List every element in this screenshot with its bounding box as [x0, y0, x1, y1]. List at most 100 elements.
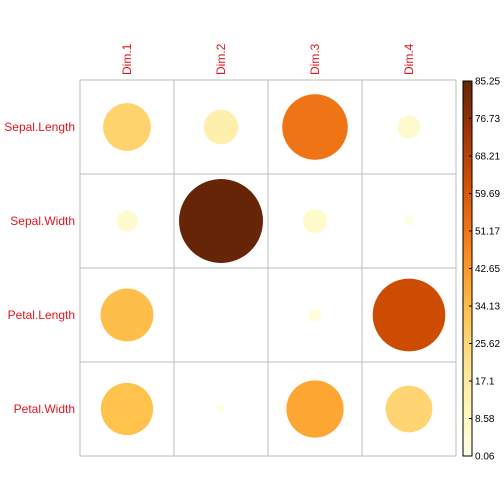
legend-tick-label: 51.17: [475, 227, 500, 238]
legend-color-segment: [463, 332, 472, 337]
cell-circle: [216, 404, 226, 414]
cell-circle: [286, 380, 344, 438]
cell-circle: [219, 313, 223, 317]
legend-color-segment: [463, 189, 472, 195]
cell-circle: [372, 278, 446, 352]
legend-color-segment: [463, 88, 472, 93]
legend-color-segment: [463, 403, 472, 408]
column-label: Dim.3: [308, 43, 322, 75]
legend-color-segment: [463, 257, 472, 262]
legend-color-segment: [463, 182, 472, 187]
legend-color-segment: [463, 163, 472, 168]
legend-color-segment: [463, 156, 472, 161]
legend-color-segment: [463, 279, 472, 285]
legend-color-segment: [463, 426, 472, 431]
legend-color-segment: [463, 392, 472, 397]
column-label: Dim.4: [402, 43, 416, 75]
legend-color-segment: [463, 174, 472, 180]
legend-color-segment: [463, 444, 472, 450]
legend-color-segment: [463, 369, 472, 375]
legend-color-segment: [463, 343, 472, 348]
legend-tick-label: 76.73: [475, 114, 500, 125]
cell-circle: [116, 210, 138, 232]
legend-color-segment: [463, 84, 472, 90]
legend-color-segment: [463, 339, 472, 345]
legend-color-segment: [463, 328, 472, 333]
cell-circle: [282, 94, 348, 160]
legend-color-segment: [463, 167, 472, 172]
legend-color-segment: [463, 272, 472, 277]
legend-color-segment: [463, 159, 472, 165]
legend-color-segment: [463, 208, 472, 213]
legend-color-segment: [463, 362, 472, 367]
legend-color-segment: [463, 242, 472, 247]
legend-color-segment: [463, 347, 472, 352]
column-label: Dim.2: [214, 43, 228, 75]
cell-circle: [308, 308, 322, 322]
cell-circle: [100, 382, 154, 436]
legend-color-segment: [463, 317, 472, 322]
legend-color-segment: [463, 384, 472, 390]
legend-color-segment: [463, 171, 472, 176]
column-labels: Dim.1 Dim.2 Dim.3 Dim.4: [120, 43, 416, 75]
legend-color-segment: [463, 264, 472, 270]
legend-tick-label: 17.1: [475, 377, 495, 388]
legend-color-segment: [463, 231, 472, 236]
legend-color-segment: [463, 336, 472, 341]
cell-circle: [100, 288, 154, 342]
legend-tick-label: 25.62: [475, 339, 500, 350]
legend-color-segment: [463, 414, 472, 420]
legend-color-segment: [463, 373, 472, 378]
legend-color-segment: [463, 313, 472, 318]
cell-circle: [385, 385, 433, 433]
cell-circle: [203, 109, 239, 145]
legend-tick-label: 0.06: [475, 452, 495, 463]
legend-color-segment: [463, 418, 472, 423]
legend-tick-label: 85.25: [475, 77, 500, 88]
legend-color-segment: [463, 302, 472, 307]
color-legend: 0.06 8.58 17.1 25.62 34.13 42.65 51.17 59.69 68.…: [462, 77, 500, 463]
legend-color-segment: [463, 261, 472, 266]
legend-color-segment: [463, 114, 472, 120]
legend-color-segment: [463, 381, 472, 386]
column-label: Dim.1: [120, 43, 134, 75]
legend-color-segment: [463, 238, 472, 243]
legend-color-segment: [463, 133, 472, 138]
legend-color-segment: [463, 219, 472, 225]
row-labels: Sepal.Length Sepal.Width Petal.Length Petal…: [4, 120, 75, 416]
legend-color-segment: [463, 452, 472, 457]
legend-color-segment: [463, 354, 472, 360]
legend-color-segment: [463, 212, 472, 217]
legend-color-segment: [463, 253, 472, 258]
legend-color-segment: [463, 122, 472, 127]
legend-tick-label: 42.65: [475, 264, 500, 275]
legend-color-segment: [463, 437, 472, 442]
row-label: Sepal.Width: [10, 214, 75, 228]
legend-color-segment: [463, 377, 472, 382]
row-label: Petal.Length: [8, 308, 75, 322]
legend-color-segment: [463, 441, 472, 446]
legend-tick-label: 68.21: [475, 152, 500, 163]
legend-color-segment: [463, 111, 472, 116]
legend-color-segment: [463, 99, 472, 105]
legend-color-segment: [463, 126, 472, 131]
legend-color-segment: [463, 291, 472, 296]
legend-color-segment: [463, 276, 472, 281]
legend-color-segment: [463, 324, 472, 330]
legend-color-segment: [463, 287, 472, 292]
legend-color-segment: [463, 396, 472, 401]
cell-circle: [397, 115, 421, 139]
legend-color-segment: [463, 351, 472, 356]
legend-tick-label: 34.13: [475, 302, 500, 313]
legend-color-segment: [463, 448, 472, 453]
legend-color-segment: [463, 309, 472, 315]
legend-color-segment: [463, 178, 472, 183]
legend-color-segment: [463, 234, 472, 240]
legend-color-segment: [463, 422, 472, 427]
legend-color-segment: [463, 294, 472, 300]
legend-color-segment: [463, 283, 472, 288]
cell-circle: [302, 208, 328, 234]
legend-color-segment: [463, 429, 472, 435]
legend-color-segment: [463, 141, 472, 146]
